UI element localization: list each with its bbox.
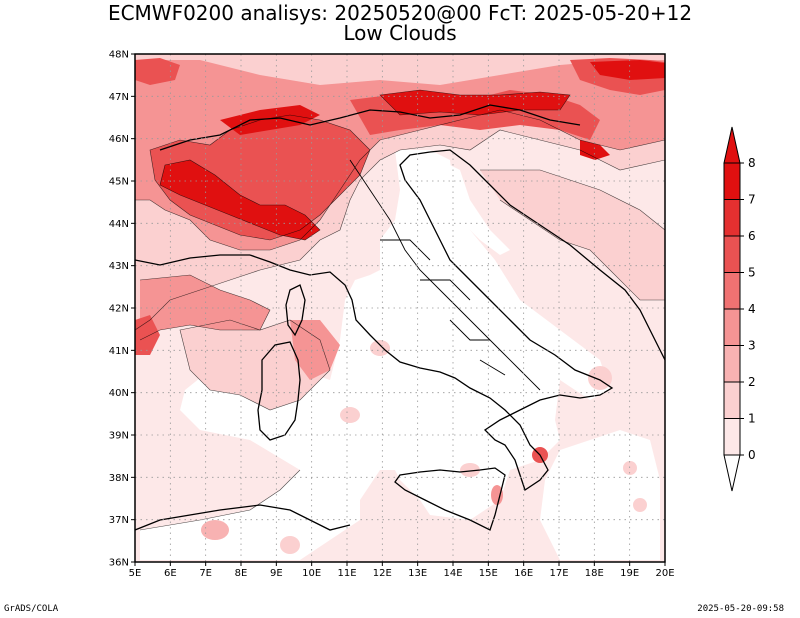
cloud-level-4-sardinia bbox=[290, 320, 340, 380]
map-area: 5E 6E 7E 8E 9E 10E 11E 12E 13E 14E 15E 16E 17E 18E 19E… bbox=[109, 50, 675, 580]
clear-region-peninsula bbox=[140, 150, 610, 560]
cloud-level-8-croatia bbox=[580, 140, 610, 160]
colorbar-low-arrow bbox=[723, 454, 741, 492]
colorbar-segment bbox=[723, 418, 741, 456]
y-tick-label: 38N bbox=[109, 473, 129, 484]
grid-lines bbox=[135, 54, 665, 562]
colorbar-segment bbox=[723, 345, 741, 383]
cloud-cell-ionian bbox=[460, 463, 480, 477]
y-tick-label: 42N bbox=[109, 304, 129, 315]
cloud-level-6-sardinia-west bbox=[135, 315, 160, 355]
cloud-level-2-balkan bbox=[480, 170, 665, 300]
colorbar-label: 6 bbox=[748, 229, 756, 243]
colorbar-segment bbox=[723, 272, 741, 310]
x-tick-label: 14E bbox=[443, 568, 462, 579]
y-tick-label: 36N bbox=[109, 558, 129, 569]
y-tick-label: 43N bbox=[109, 261, 129, 272]
cloud-cell-med-1 bbox=[280, 536, 300, 554]
regional-borders bbox=[349, 159, 541, 391]
colorbar-label: 0 bbox=[748, 448, 756, 462]
cloud-cell-med-4 bbox=[370, 340, 390, 356]
footer-timestamp: 2025-05-20-09:58 bbox=[697, 604, 784, 614]
y-tick-label: 40N bbox=[109, 388, 129, 399]
contour-lines bbox=[135, 89, 665, 531]
x-tick-label: 15E bbox=[479, 568, 498, 579]
x-tick-label: 11E bbox=[337, 568, 356, 579]
cloud-level-2-sardinia bbox=[180, 320, 330, 410]
cloud-cell-tyrrhenian bbox=[340, 407, 360, 423]
cloud-level-6-nw bbox=[135, 58, 180, 85]
cloud-cell-sicily bbox=[491, 485, 503, 505]
cloud-level-8-alps-north bbox=[220, 105, 320, 135]
chart-title: ECMWF0200 analisys: 20250520@00 FcT: 202… bbox=[107, 1, 693, 25]
y-tick-label: 39N bbox=[109, 431, 129, 442]
colorbar: 0 1 2 3 4 5 6 7 8 bbox=[723, 126, 756, 492]
x-tick-label: 17E bbox=[549, 568, 568, 579]
colorbar-segment bbox=[723, 162, 741, 200]
cloud-level-6-alps bbox=[150, 115, 370, 240]
x-tick-label: 13E bbox=[408, 568, 427, 579]
colorbar-label: 3 bbox=[748, 339, 756, 353]
y-axis: 36N 37N 38N 39N 40N 41N 42N 43N 44N 45N 46N 47N 48N bbox=[109, 50, 135, 569]
x-tick-label: 12E bbox=[373, 568, 392, 579]
y-tick-label: 46N bbox=[109, 134, 129, 145]
y-tick-label: 37N bbox=[109, 515, 129, 526]
cloud-field bbox=[135, 54, 665, 560]
x-tick-label: 9E bbox=[270, 568, 283, 579]
colorbar-segment bbox=[723, 199, 741, 237]
x-axis: 5E 6E 7E 8E 9E 10E 11E 12E 13E 14E 15E 16E 17E 18E 19E… bbox=[129, 562, 675, 579]
x-tick-label: 16E bbox=[514, 568, 533, 579]
coastlines bbox=[135, 104, 665, 531]
colorbar-label: 7 bbox=[748, 193, 756, 207]
x-tick-label: 19E bbox=[620, 568, 639, 579]
africa-coastline bbox=[135, 504, 351, 531]
sicily-coastline bbox=[394, 467, 506, 531]
cloud-level-8-alps bbox=[160, 160, 320, 240]
y-tick-label: 47N bbox=[109, 92, 129, 103]
cloud-level-8-ne bbox=[590, 60, 665, 80]
alps-border bbox=[159, 104, 581, 151]
balkan-coastline bbox=[429, 149, 665, 361]
y-tick-label: 48N bbox=[109, 50, 129, 61]
y-tick-label: 44N bbox=[109, 219, 129, 230]
colorbar-high-arrow bbox=[723, 126, 741, 164]
x-tick-label: 10E bbox=[302, 568, 321, 579]
france-coastline bbox=[135, 254, 250, 266]
y-tick-label: 41N bbox=[109, 346, 129, 357]
x-tick-label: 7E bbox=[199, 568, 212, 579]
cloud-cell-med-3 bbox=[201, 520, 229, 540]
cloud-level-4-corsica bbox=[140, 275, 270, 340]
italy-coastline bbox=[249, 151, 614, 492]
sardinia-coastline bbox=[257, 341, 301, 441]
x-tick-label: 20E bbox=[655, 568, 674, 579]
colorbar-label: 4 bbox=[748, 302, 756, 316]
colorbar-segment bbox=[723, 235, 741, 273]
y-tick-label: 45N bbox=[109, 177, 129, 188]
clear-region-adriatic bbox=[415, 160, 510, 255]
cloud-cell-med-2 bbox=[633, 498, 647, 512]
colorbar-label: 8 bbox=[748, 156, 756, 170]
colorbar-segment bbox=[723, 308, 741, 346]
x-tick-label: 6E bbox=[164, 568, 177, 579]
colorbar-segment bbox=[723, 381, 741, 419]
colorbar-label: 1 bbox=[748, 412, 756, 426]
corsica-coastline bbox=[285, 284, 306, 337]
colorbar-label: 5 bbox=[748, 266, 756, 280]
colorbar-label: 2 bbox=[748, 375, 756, 389]
x-tick-label: 5E bbox=[129, 568, 142, 579]
x-tick-label: 8E bbox=[235, 568, 248, 579]
chart: 5E 6E 7E 8E 9E 10E 11E 12E 13E 14E 15E 16E 17E 18E 19E… bbox=[109, 50, 756, 580]
x-tick-label: 18E bbox=[585, 568, 604, 579]
chart-subtitle: Low Clouds bbox=[343, 21, 457, 45]
cloud-cell-puglia bbox=[588, 366, 612, 390]
footer-credit: GrADS/COLA bbox=[4, 604, 59, 614]
